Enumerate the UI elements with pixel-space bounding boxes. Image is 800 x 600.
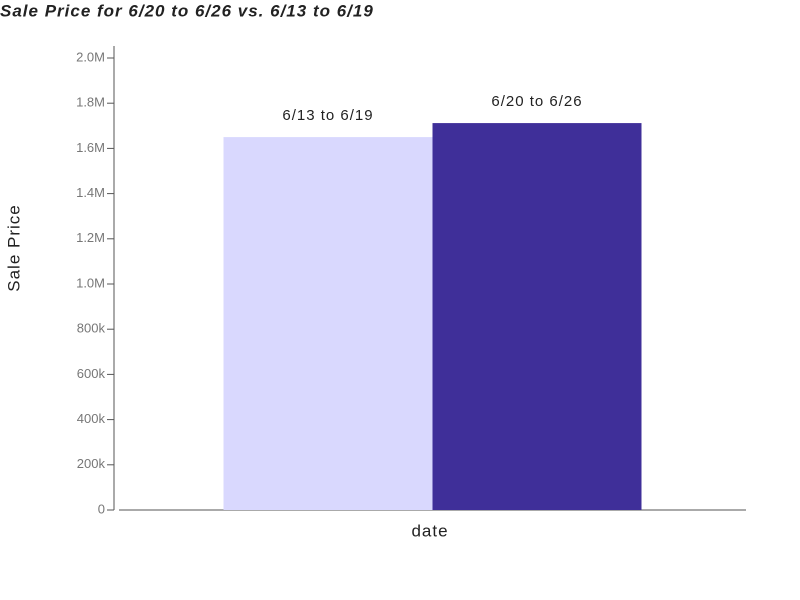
x-axis-label: date [411, 521, 448, 540]
y-tick-label: 0 [98, 501, 105, 516]
y-tick-label: 1.2M [76, 230, 105, 245]
y-tick-label: 2.0M [76, 49, 105, 64]
bar [223, 137, 433, 510]
y-tick-label: 800k [77, 321, 106, 336]
y-tick-label: 200k [77, 456, 106, 471]
bar-series-label: 6/20 to 6/26 [491, 93, 582, 110]
y-tick-label: 1.0M [76, 275, 105, 290]
bar [432, 123, 642, 510]
y-axis-label: Sale Price [4, 204, 23, 291]
y-tick-label: 600k [77, 366, 106, 381]
y-tick-label: 1.8M [76, 95, 105, 110]
chart-title: Sale Price for 6/20 to 6/26 vs. 6/13 to … [0, 1, 374, 20]
y-tick-label: 1.6M [76, 140, 105, 155]
bar-series-label: 6/13 to 6/19 [282, 107, 373, 124]
y-tick-label: 400k [77, 411, 106, 426]
y-tick-label: 1.4M [76, 185, 105, 200]
